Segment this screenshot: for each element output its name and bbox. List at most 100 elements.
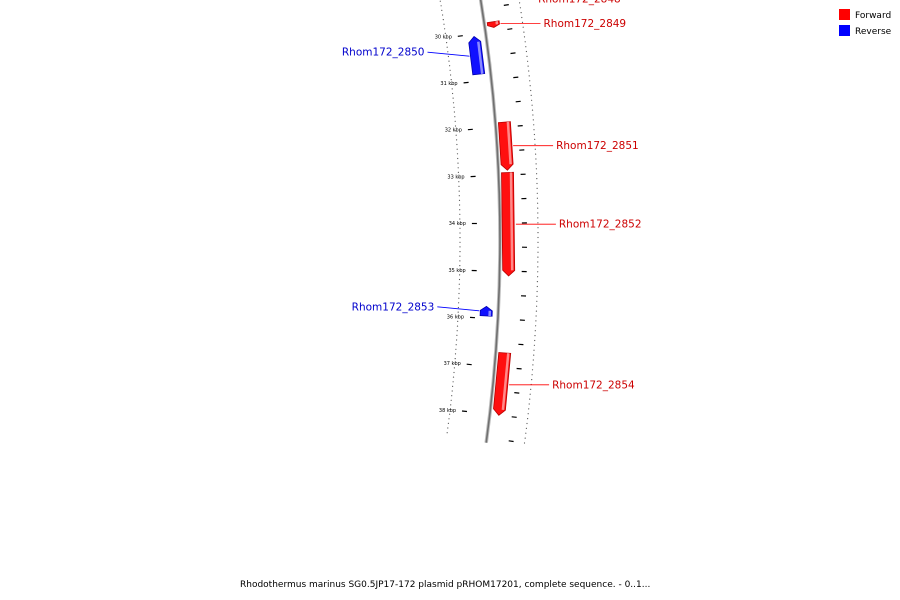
gene-label-Rhom172_2848[interactable]: Rhom172_2848 xyxy=(538,0,621,5)
kbp-tick-label: 35 kbp xyxy=(448,268,465,274)
dotted-ring-outer xyxy=(534,339,536,342)
outer-tick xyxy=(510,52,516,55)
dotted-ring-outer xyxy=(535,163,537,165)
dotted-ring-outer xyxy=(528,403,530,405)
dotted-ring-inner xyxy=(446,432,448,434)
dotted-ring-outer xyxy=(525,50,528,53)
dotted-ring-outer xyxy=(537,217,539,219)
dotted-ring-outer xyxy=(519,2,521,4)
gene-Rhom172_2852[interactable] xyxy=(501,171,516,277)
legend-swatch-forward xyxy=(839,9,850,20)
dotted-ring-outer xyxy=(537,202,539,204)
dotted-ring-outer xyxy=(524,437,526,439)
dotted-ring-outer xyxy=(537,227,539,229)
gene-highlight xyxy=(477,41,484,74)
dotted-ring-inner xyxy=(453,371,455,374)
gene-label-Rhom172_2852[interactable]: Rhom172_2852 xyxy=(559,219,642,231)
dotted-ring-outer xyxy=(519,7,522,9)
dotted-ring-outer xyxy=(520,12,522,14)
gene-Rhom172_2854[interactable] xyxy=(493,352,512,416)
dotted-ring-inner xyxy=(451,395,453,397)
dotted-ring-inner xyxy=(457,320,459,322)
dotted-ring-inner xyxy=(458,190,460,192)
gene-Rhom172_2850[interactable] xyxy=(468,35,486,76)
gene-Rhom172_2853[interactable] xyxy=(479,305,493,317)
gene-Rhom172_2851[interactable] xyxy=(497,121,514,171)
dotted-ring-outer xyxy=(531,99,533,101)
dotted-ring-outer xyxy=(537,241,539,243)
gene-labels: Rhom172_2845Rhom172_2846Rhom172_2847Rhom… xyxy=(342,0,642,391)
dotted-ring-inner xyxy=(452,97,454,99)
dotted-ring-inner xyxy=(454,358,456,360)
dotted-ring-inner xyxy=(450,74,452,76)
gene-highlight xyxy=(506,121,512,165)
dotted-ring-inner xyxy=(458,176,460,178)
dotted-ring-inner xyxy=(458,185,460,187)
dotted-ring-outer xyxy=(530,89,532,92)
dotted-ring-inner xyxy=(459,255,461,257)
outer-tick xyxy=(511,416,517,418)
legend: Forward Reverse xyxy=(839,9,892,37)
dotted-ring-inner xyxy=(449,65,451,67)
dotted-ring-outer xyxy=(534,335,536,337)
dotted-ring-inner xyxy=(454,120,456,122)
gene-label-Rhom172_2850[interactable]: Rhom172_2850 xyxy=(342,47,425,59)
dotted-ring-outer xyxy=(534,330,536,332)
dotted-ring-inner xyxy=(459,274,461,276)
legend-label-forward: Forward xyxy=(855,11,891,21)
gene-label-Rhom172_2854[interactable]: Rhom172_2854 xyxy=(552,379,635,391)
dotted-ring-outer xyxy=(536,290,538,293)
dotted-ring-outer xyxy=(533,349,535,351)
dotted-ring-outer xyxy=(537,232,539,234)
dotted-ring-inner xyxy=(444,28,446,30)
gene-label-Rhom172_2849[interactable]: Rhom172_2849 xyxy=(544,18,627,30)
backbone-line xyxy=(479,0,501,443)
dotted-ring-inner xyxy=(459,218,461,220)
legend-label-reverse: Reverse xyxy=(855,27,892,37)
gene-features xyxy=(468,20,516,416)
dotted-ring-inner xyxy=(458,297,460,299)
dotted-ring-inner xyxy=(458,283,460,285)
outer-tick xyxy=(513,76,519,79)
gene-label-Rhom172_2853[interactable]: Rhom172_2853 xyxy=(352,301,435,313)
dotted-ring-outer xyxy=(521,16,523,19)
dotted-ring-inner xyxy=(457,306,459,309)
dotted-ring-outer xyxy=(528,70,530,72)
dotted-ring-inner xyxy=(459,241,461,243)
dotted-ring-outer xyxy=(534,143,536,145)
kbp-tick-label: 38 kbp xyxy=(439,408,456,414)
dotted-ring-inner xyxy=(458,288,460,290)
dotted-ring-inner xyxy=(447,55,449,58)
gene-label-Rhom172_2851[interactable]: Rhom172_2851 xyxy=(556,140,639,152)
dotted-ring-outer xyxy=(534,148,536,150)
dotted-ring-inner xyxy=(456,148,458,150)
dotted-ring-inner xyxy=(457,167,459,169)
dotted-ring-outer xyxy=(529,85,531,87)
dotted-ring-outer xyxy=(532,364,534,366)
dotted-ring-inner xyxy=(447,427,449,429)
dotted-ring-inner xyxy=(448,418,450,420)
kbp-tick xyxy=(466,363,472,366)
dotted-ring-outer xyxy=(533,129,535,131)
kbp-tick-label: 31 kbp xyxy=(440,81,457,87)
gene-highlight xyxy=(501,353,510,411)
dotted-ring-outer xyxy=(533,124,535,126)
dotted-ring-inner xyxy=(449,409,451,411)
dotted-ring-inner xyxy=(459,204,461,206)
dotted-ring-outer xyxy=(536,192,538,194)
dotted-ring-outer xyxy=(536,305,538,307)
dotted-ring-inner xyxy=(458,292,460,295)
dotted-ring-outer xyxy=(536,178,538,180)
outer-tick xyxy=(508,440,514,443)
dotted-ring-inner xyxy=(457,162,459,164)
dotted-ring-inner xyxy=(454,353,457,355)
dotted-ring-inner xyxy=(455,134,457,136)
gene-highlight xyxy=(509,172,514,271)
kbp-tick-label: 36 kbp xyxy=(447,315,464,321)
gene-Rhom172_2849[interactable] xyxy=(486,20,500,28)
dotted-ring-outer xyxy=(525,427,528,429)
dotted-ring-inner xyxy=(458,195,460,197)
dotted-ring-outer xyxy=(537,271,539,273)
